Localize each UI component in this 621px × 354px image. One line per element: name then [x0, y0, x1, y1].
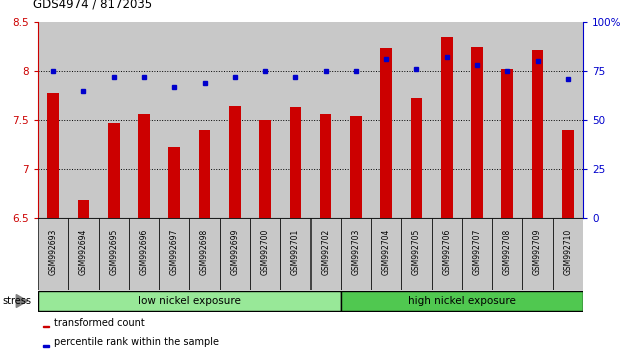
Text: GSM992707: GSM992707	[473, 229, 481, 275]
Bar	[289, 107, 301, 218]
Bar	[280, 218, 310, 290]
Text: GSM992700: GSM992700	[261, 229, 270, 275]
Text: GSM992704: GSM992704	[382, 229, 391, 275]
Bar	[189, 218, 220, 290]
Bar	[220, 218, 250, 290]
Bar	[320, 114, 332, 218]
Text: GSM992693: GSM992693	[48, 229, 58, 275]
Bar	[38, 22, 68, 218]
Bar	[199, 130, 211, 218]
Bar	[99, 218, 129, 290]
Text: transformed count: transformed count	[55, 318, 145, 328]
Bar	[532, 50, 543, 218]
Text: GDS4974 / 8172035: GDS4974 / 8172035	[32, 0, 152, 10]
Text: GSM992702: GSM992702	[321, 229, 330, 275]
Polygon shape	[16, 295, 27, 308]
Text: GSM992710: GSM992710	[563, 229, 573, 275]
Bar	[341, 22, 371, 218]
Bar	[47, 92, 59, 218]
Bar	[410, 98, 422, 218]
Bar	[502, 69, 513, 218]
Bar	[189, 22, 220, 218]
Bar	[471, 47, 483, 218]
Bar	[310, 218, 341, 290]
Bar	[341, 291, 583, 311]
Bar	[462, 22, 492, 218]
Bar	[78, 200, 89, 218]
Bar	[250, 22, 280, 218]
Text: GSM992701: GSM992701	[291, 229, 300, 275]
Bar	[220, 22, 250, 218]
Bar	[168, 147, 180, 218]
Bar	[371, 22, 401, 218]
Bar	[38, 218, 68, 290]
Bar	[462, 218, 492, 290]
Text: stress: stress	[2, 296, 31, 306]
Bar	[432, 22, 462, 218]
Text: GSM992699: GSM992699	[230, 229, 239, 275]
Bar	[553, 218, 583, 290]
Bar	[492, 22, 522, 218]
Bar	[43, 326, 49, 327]
Bar	[310, 22, 341, 218]
Bar	[129, 22, 159, 218]
Bar	[99, 22, 129, 218]
Text: low nickel exposure: low nickel exposure	[138, 296, 241, 306]
Text: GSM992695: GSM992695	[109, 229, 118, 275]
Bar	[280, 22, 310, 218]
Bar	[159, 218, 189, 290]
Text: GSM992696: GSM992696	[140, 229, 148, 275]
Text: GSM992698: GSM992698	[200, 229, 209, 275]
Bar	[138, 114, 150, 218]
Text: high nickel exposure: high nickel exposure	[408, 296, 516, 306]
Text: GSM992708: GSM992708	[503, 229, 512, 275]
Text: GSM992703: GSM992703	[351, 229, 360, 275]
Text: GSM992706: GSM992706	[442, 229, 451, 275]
Bar	[159, 22, 189, 218]
Bar	[522, 218, 553, 290]
Text: GSM992709: GSM992709	[533, 229, 542, 275]
Text: percentile rank within the sample: percentile rank within the sample	[55, 337, 219, 347]
Bar	[68, 218, 99, 290]
Bar	[401, 218, 432, 290]
Text: GSM992697: GSM992697	[170, 229, 179, 275]
Bar	[522, 22, 553, 218]
Bar	[371, 218, 401, 290]
Bar	[68, 22, 99, 218]
Bar	[43, 345, 49, 347]
Bar	[108, 123, 119, 218]
Bar	[38, 291, 341, 311]
Bar	[441, 37, 453, 218]
Bar	[350, 116, 362, 218]
Bar	[432, 218, 462, 290]
Bar	[381, 48, 392, 218]
Bar	[401, 22, 432, 218]
Text: GSM992694: GSM992694	[79, 229, 88, 275]
Bar	[250, 218, 280, 290]
Bar	[492, 218, 522, 290]
Bar	[341, 218, 371, 290]
Bar	[129, 218, 159, 290]
Bar	[259, 120, 271, 218]
Text: GSM992705: GSM992705	[412, 229, 421, 275]
Bar	[562, 130, 574, 218]
Bar	[229, 106, 240, 218]
Bar	[553, 22, 583, 218]
